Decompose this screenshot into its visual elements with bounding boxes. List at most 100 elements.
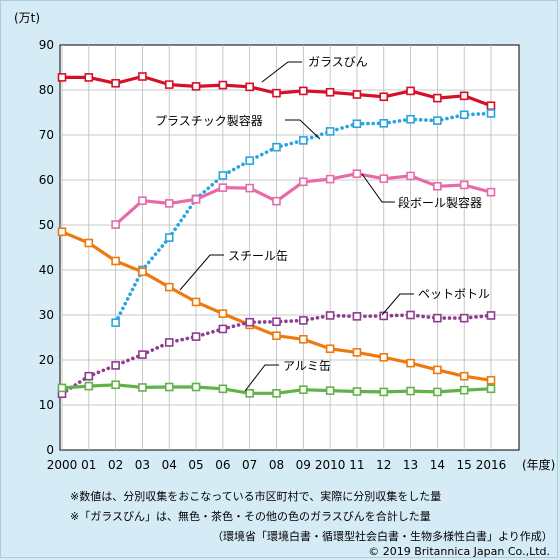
x-tick-label: 11 [349, 458, 364, 472]
y-tick-label: 50 [39, 218, 54, 232]
data-point [57, 227, 67, 237]
data-point [459, 313, 469, 323]
series-2 [111, 169, 496, 229]
data-point [352, 348, 362, 357]
data-point [299, 177, 308, 187]
x-end-label: (年度) [522, 457, 555, 472]
data-point [245, 388, 254, 398]
data-point [191, 297, 201, 307]
data-point [379, 352, 389, 362]
data-point [218, 324, 228, 334]
data-point [352, 119, 362, 129]
data-point [459, 91, 469, 101]
series-5 [57, 380, 496, 398]
source-note: （環境省「環境白書・循環型社会白書・生物多様性白書」より作成） [212, 530, 553, 543]
series-label: アルミ缶 [283, 359, 331, 373]
data-point [433, 365, 442, 375]
data-point [459, 110, 469, 120]
data-point [486, 187, 496, 197]
data-point [325, 386, 335, 395]
x-tick-label: 04 [162, 458, 177, 472]
data-point [164, 80, 174, 89]
note-2: ※「ガラスびん」は、無色・茶色・その他の色のガラスびんを合計した量 [70, 510, 431, 523]
data-point [164, 233, 174, 242]
data-point [245, 82, 254, 92]
data-point [352, 169, 362, 178]
data-point [245, 156, 254, 165]
x-tick-label: 09 [296, 458, 311, 472]
data-point [272, 331, 281, 341]
data-point [111, 318, 120, 327]
series-0 [57, 72, 496, 111]
data-point [84, 238, 94, 248]
data-point [84, 73, 94, 82]
data-point [138, 350, 147, 359]
plot-area [59, 44, 520, 451]
data-point [406, 171, 415, 181]
data-point [459, 371, 469, 381]
series-label: スチール缶 [228, 249, 288, 263]
data-point [272, 388, 281, 398]
data-point [486, 375, 496, 385]
data-point [272, 317, 281, 327]
x-tick-label: 01 [81, 458, 96, 472]
data-point [245, 183, 254, 193]
data-point [352, 387, 362, 396]
data-point [352, 312, 362, 321]
y-tick-label: 70 [39, 128, 54, 142]
data-point [299, 334, 308, 344]
data-point [325, 127, 335, 136]
data-point [111, 256, 120, 266]
data-point [272, 142, 281, 152]
data-point [111, 380, 120, 390]
x-tick-label: 2000 [47, 458, 78, 472]
x-tick-label: 2010 [315, 458, 346, 472]
data-point [138, 383, 147, 392]
y-tick-label: 30 [39, 308, 54, 322]
x-tick-label: 05 [188, 458, 203, 472]
x-tick-label: 2016 [476, 458, 507, 472]
data-point [325, 311, 335, 320]
note-1: ※数値は、分別収集をおこなっている市区町村で、実際に分別収集をした量 [70, 490, 442, 503]
y-tick-label: 40 [39, 263, 54, 277]
y-tick-label: 80 [39, 83, 54, 97]
copyright: © 2019 Britannica Japan Co.,Ltd. [368, 545, 550, 558]
x-tick-label: 14 [430, 458, 445, 472]
data-point [218, 183, 228, 192]
data-point [164, 382, 174, 392]
data-point [138, 72, 147, 81]
leader-line [261, 61, 302, 83]
leader-line [285, 119, 321, 140]
data-point [299, 316, 308, 325]
x-tick-label: 08 [269, 458, 284, 472]
data-point [406, 114, 415, 124]
data-point [272, 88, 281, 98]
data-point [111, 78, 120, 88]
data-point [406, 386, 415, 396]
data-point [164, 282, 174, 292]
data-point [218, 309, 228, 318]
y-tick-label: 10 [39, 398, 54, 412]
series-label: ガラスびん [308, 55, 368, 69]
data-point [379, 92, 389, 102]
y-tick-label: 20 [39, 353, 54, 367]
data-point [84, 371, 94, 381]
y-unit-label: (万t) [14, 11, 40, 25]
data-point [299, 385, 308, 395]
data-point [379, 174, 389, 183]
data-point [352, 90, 362, 99]
series-layer [57, 72, 496, 399]
data-point [486, 109, 496, 118]
data-point [406, 310, 415, 320]
data-point [325, 344, 335, 354]
x-tick-label: 12 [376, 458, 391, 472]
data-point [486, 384, 496, 394]
data-point [433, 116, 442, 125]
data-point [406, 86, 415, 96]
data-point [272, 196, 281, 206]
data-point [459, 180, 469, 190]
data-point [191, 332, 201, 341]
x-tick-label: 03 [135, 458, 150, 472]
